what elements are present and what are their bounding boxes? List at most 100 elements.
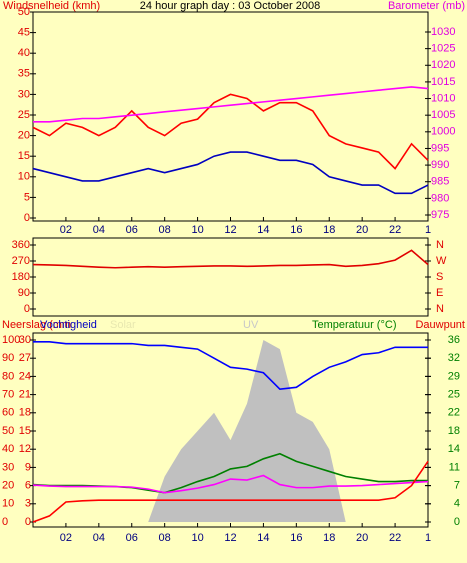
uv-label: UV xyxy=(243,319,259,331)
y-tick-label: 0 xyxy=(24,303,30,315)
plot-frame xyxy=(32,11,429,222)
y-tick-label: 50 xyxy=(18,6,30,18)
y3-tick-label: 3 xyxy=(25,498,31,510)
y3-tick-label: 18 xyxy=(19,407,31,419)
y2-tick-label: 1030 xyxy=(431,26,455,38)
y-tick-label: 40 xyxy=(2,443,14,455)
y2-tick-label: 1020 xyxy=(431,59,455,71)
y3-tick-label: 9 xyxy=(25,461,31,473)
chart-title: 24 hour graph day : 03 October 2008 xyxy=(140,0,320,12)
y2-tick-label: 36 xyxy=(448,334,460,346)
x-tick-label: 10 xyxy=(191,532,203,544)
y-tick-label: 5 xyxy=(24,191,30,203)
y-tick-label: 50 xyxy=(2,425,14,437)
y-tick-label: 10 xyxy=(18,171,30,183)
y-tick-label: 180 xyxy=(12,271,30,283)
y2-tick-label: 32 xyxy=(448,352,460,364)
y2-tick-label: 1000 xyxy=(431,126,455,138)
x-tick-label: 22 xyxy=(389,532,401,544)
y2-tick-label: 1010 xyxy=(431,92,455,104)
y-tick-label: 40 xyxy=(18,47,30,59)
y-tick-label: 60 xyxy=(2,407,14,419)
y3-tick-label: 24 xyxy=(19,370,31,382)
y3-tick-label: 6 xyxy=(25,480,31,492)
y2-tick-label: 22 xyxy=(448,407,460,419)
y2-tick-label: 25 xyxy=(448,389,460,401)
x-tick-label: 04 xyxy=(93,224,105,236)
y2-axis-label: Barometer (mb) xyxy=(388,0,465,12)
rain-label: Neerslag (mm xyxy=(2,319,71,331)
y2-tick-label: N xyxy=(436,239,444,251)
y-tick-label: 15 xyxy=(18,150,30,162)
dewpoint-label: Dauwpunt xyxy=(415,319,465,331)
solar-area xyxy=(33,340,428,522)
x-tick-label: 1 xyxy=(425,224,431,236)
y3-tick-label: 21 xyxy=(19,389,31,401)
x-tick-label: 1 xyxy=(425,532,431,544)
x-tick-label: 06 xyxy=(126,224,138,236)
y3-tick-label: 0 xyxy=(25,516,31,528)
y2-tick-label: 980 xyxy=(431,192,449,204)
y-tick-label: 360 xyxy=(12,239,30,251)
y-tick-label: 70 xyxy=(2,389,14,401)
x-tick-label: 16 xyxy=(290,224,302,236)
y-tick-label: 25 xyxy=(18,109,30,121)
x-tick-label: 20 xyxy=(356,532,368,544)
x-tick-label: 08 xyxy=(159,224,171,236)
y-tick-label: 80 xyxy=(2,370,14,382)
series-line xyxy=(32,460,429,523)
x-tick-label: 12 xyxy=(224,532,236,544)
y2-tick-label: 11 xyxy=(449,461,460,473)
plot-frame xyxy=(32,237,429,317)
x-tick-label: 06 xyxy=(126,532,138,544)
y2-tick-label: 985 xyxy=(431,176,449,188)
series-line xyxy=(32,151,429,195)
y2-tick-label: S xyxy=(436,271,443,283)
x-tick-label: 18 xyxy=(323,532,335,544)
series-line xyxy=(32,93,429,170)
x-tick-label: 02 xyxy=(60,224,72,236)
y-tick-label: 100 xyxy=(2,334,20,346)
x-tick-label: 16 xyxy=(290,532,302,544)
x-tick-label: 18 xyxy=(323,224,335,236)
x-tick-label: 10 xyxy=(191,224,203,236)
y3-tick-label: 15 xyxy=(19,425,31,437)
y3-tick-label: 27 xyxy=(19,352,31,364)
y-tick-label: 20 xyxy=(2,480,14,492)
y-tick-label: 90 xyxy=(2,352,14,364)
series-line xyxy=(33,86,429,123)
humidity-label: Vochtigheid xyxy=(40,319,97,331)
y2-tick-label: 1015 xyxy=(431,76,455,88)
y3-tick-label: 12 xyxy=(19,443,31,455)
y-tick-label: 0 xyxy=(2,516,8,528)
series-line xyxy=(32,474,429,494)
x-tick-label: 04 xyxy=(93,532,105,544)
x-tick-label: 02 xyxy=(60,532,72,544)
y2-tick-label: 18 xyxy=(448,425,460,437)
series-line xyxy=(32,249,429,269)
x-tick-label: 12 xyxy=(224,224,236,236)
y-tick-label: 10 xyxy=(2,498,14,510)
y-tick-label: 270 xyxy=(12,255,30,267)
y2-tick-label: 975 xyxy=(431,209,449,221)
y-tick-label: 0 xyxy=(24,212,30,224)
y2-tick-label: W xyxy=(436,255,447,267)
y2-tick-label: 4 xyxy=(454,498,460,510)
y-tick-label: 35 xyxy=(18,68,30,80)
y2-tick-label: 990 xyxy=(431,159,449,171)
y2-tick-label: 7 xyxy=(454,480,460,492)
y2-tick-label: E xyxy=(436,287,443,299)
y-tick-label: 45 xyxy=(18,27,30,39)
y-tick-label: 30 xyxy=(2,461,14,473)
y2-tick-label: 14 xyxy=(448,443,460,455)
y2-tick-label: N xyxy=(436,303,444,315)
x-tick-label: 22 xyxy=(389,224,401,236)
y2-tick-label: 29 xyxy=(448,370,460,382)
y-tick-label: 20 xyxy=(18,130,30,142)
solar-label: Solar xyxy=(110,319,136,331)
y-tick-label: 90 xyxy=(18,287,30,299)
y-axis-label: Windsnelheid (kmh) xyxy=(3,0,100,12)
y2-tick-label: 1005 xyxy=(431,109,455,121)
y3-tick-label: 30 xyxy=(19,334,31,346)
